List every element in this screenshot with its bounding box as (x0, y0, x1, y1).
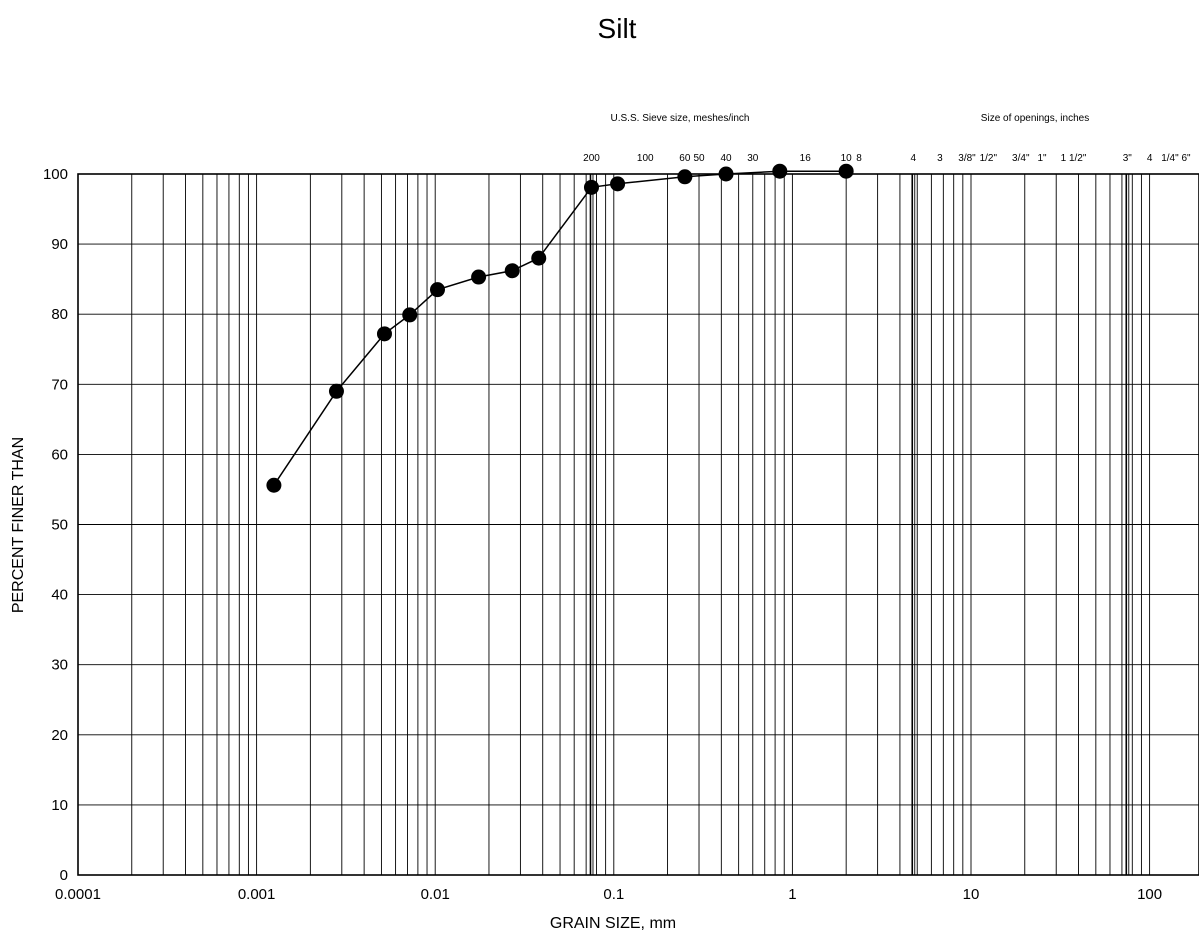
sieve-label: 16 (800, 153, 812, 164)
y-tick-label: 10 (51, 797, 68, 814)
opening-label: 6" (1181, 153, 1191, 164)
opening-label: 1/4" (1161, 153, 1179, 164)
sieve-label: 40 (720, 153, 732, 164)
data-point (402, 307, 418, 323)
opening-label: 3 (937, 153, 943, 164)
y-tick-label: 100 (43, 166, 68, 183)
x-axis-label: GRAIN SIZE, mm (550, 915, 676, 932)
sieve-label: 8 (856, 153, 862, 164)
y-tick-label: 50 (51, 517, 68, 534)
sieve-label: 200 (583, 153, 600, 164)
sieve-label: 4 (910, 153, 916, 164)
sieve-label: 30 (747, 153, 759, 164)
opening-label: 1/2" (980, 153, 998, 164)
horizontal-gridlines (78, 243, 1199, 806)
y-tick-label: 60 (51, 446, 68, 463)
x-tick-label: 10 (963, 886, 980, 903)
data-point (583, 179, 599, 195)
y-tick-label: 20 (51, 727, 68, 744)
x-tick-label: 1 (788, 886, 796, 903)
x-axis-tick-labels: 0.0001 0.001 0.01 0.1 1 10 100 (55, 886, 1162, 903)
y-tick-label: 90 (51, 236, 68, 253)
opening-label: 1 1/2" (1061, 153, 1087, 164)
data-point (718, 166, 734, 182)
sieve-label: 100 (637, 153, 654, 164)
data-point (531, 250, 547, 266)
opening-label: 3/4" (1012, 153, 1030, 164)
sieve-size-header: U.S.S. Sieve size, meshes/inch (611, 113, 750, 124)
sieve-label: 60 (679, 153, 691, 164)
sieve-label: 10 (841, 153, 853, 164)
data-point (266, 477, 282, 493)
data-point (677, 169, 693, 185)
data-point (429, 282, 445, 298)
data-point (772, 163, 788, 179)
x-tick-label: 0.01 (421, 886, 450, 903)
plot-frame (77, 173, 1199, 876)
x-tick-label: 0.1 (603, 886, 624, 903)
y-tick-label: 70 (51, 376, 68, 393)
y-tick-label: 30 (51, 657, 68, 674)
openings-size-header: Size of openings, inches (981, 113, 1089, 124)
data-point (328, 383, 344, 399)
opening-label: 4 (1147, 153, 1153, 164)
opening-label: 3/8" (958, 153, 976, 164)
sieve-labels: 200 100 60 50 40 30 16 10 8 4 3 3/8" 1/2" 3/4" 1" 1 1/2… (583, 153, 1191, 164)
sieve-boundary-lines (589, 174, 1130, 875)
y-tick-label: 40 (51, 587, 68, 604)
x-tick-label: 100 (1137, 886, 1162, 903)
gradation-curve (266, 163, 854, 493)
data-point (504, 263, 520, 279)
y-axis-label: PERCENT FINER THAN (10, 437, 27, 613)
data-point (376, 326, 392, 342)
chart-title: Silt (598, 13, 637, 44)
x-tick-label: 0.0001 (55, 886, 101, 903)
data-point (838, 163, 854, 179)
opening-label: 3" (1123, 153, 1133, 164)
y-tick-label: 0 (60, 867, 68, 884)
y-axis-tick-labels: 0 10 20 30 40 50 60 70 80 90 100 (43, 166, 68, 884)
x-tick-label: 0.001 (238, 886, 276, 903)
opening-label: 1" (1038, 153, 1048, 164)
data-point (610, 176, 626, 192)
data-point (471, 269, 487, 285)
y-tick-label: 80 (51, 306, 68, 323)
sieve-label: 50 (693, 153, 705, 164)
